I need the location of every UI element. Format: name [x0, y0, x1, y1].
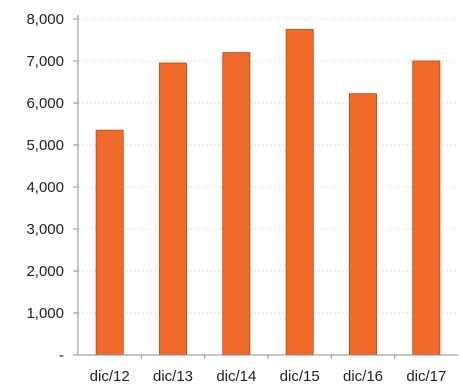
bar-dic-15 [285, 29, 314, 356]
x-tick-label: dic/15 [280, 368, 320, 385]
y-tick-label: 7,000 [26, 53, 64, 70]
y-tick-label: 3,000 [26, 221, 64, 238]
bar-dic-12 [95, 129, 124, 356]
x-tick-label: dic/13 [153, 368, 193, 385]
y-tick-label: 8,000 [26, 11, 64, 28]
axes [73, 15, 458, 359]
gridlines [78, 18, 458, 314]
bar-dic-14 [222, 52, 251, 356]
y-tick-label: - [59, 347, 64, 364]
y-tick-label: 4,000 [26, 179, 64, 196]
x-tick-label: dic/17 [406, 368, 446, 385]
y-tick-label: 1,000 [26, 305, 64, 322]
bar-dic-13 [159, 62, 187, 356]
y-tick-label: 5,000 [26, 137, 64, 154]
bar-series [95, 29, 441, 356]
x-tick-label: dic/12 [90, 368, 130, 385]
y-tick-label: 2,000 [26, 263, 64, 280]
bar-dic-16 [349, 93, 377, 356]
x-tick-label: dic/16 [343, 368, 383, 385]
bar-dic-17 [412, 60, 441, 356]
y-tick-label: 6,000 [26, 95, 64, 112]
x-axis-tick-labels: dic/12 dic/13 dic/14 dic/15 dic/16 dic/17 [90, 368, 447, 385]
x-tick-label: dic/14 [216, 368, 256, 385]
y-axis-tick-labels: - 1,000 2,000 3,000 4,000 5,000 6,000 7,000 8,00… [26, 11, 64, 364]
